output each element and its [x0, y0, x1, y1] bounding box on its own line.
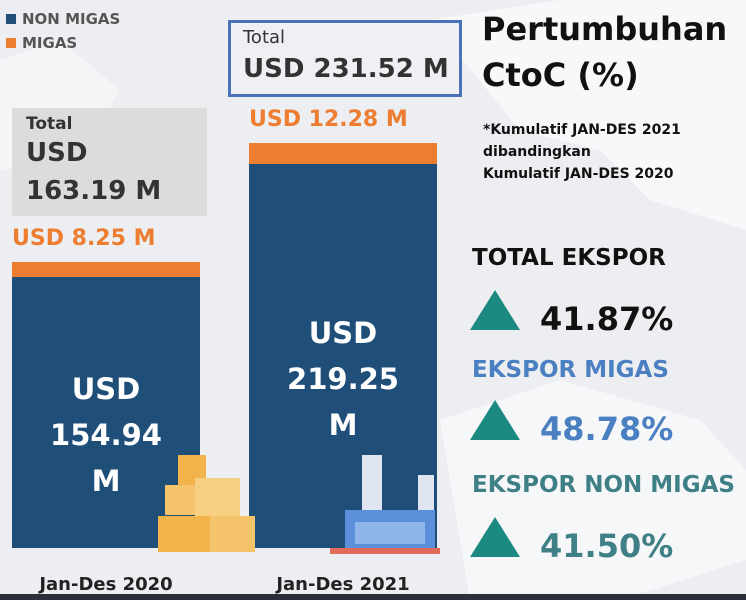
- growth-label: TOTAL EKSPOR: [472, 245, 666, 271]
- note-line: *Kumulatif JAN-DES 2021: [483, 122, 681, 138]
- note-line: Kumulatif JAN-DES 2020: [483, 166, 674, 182]
- total-box: Total USD 231.52 M: [228, 19, 462, 97]
- illustration: [158, 455, 440, 554]
- growth-label: EKSPOR NON MIGAS: [472, 472, 735, 498]
- bar-segment: [12, 262, 200, 277]
- total-caption: Total: [26, 114, 73, 135]
- segment-label: USD 8.25 M: [12, 226, 156, 252]
- legend-label: MIGAS: [22, 34, 78, 52]
- up-arrow: [470, 517, 520, 557]
- bar-segment: [249, 164, 437, 548]
- bar-segment: [249, 142, 437, 165]
- total-caption: Total: [243, 26, 286, 48]
- legend-item: NON MIGAS: [6, 10, 120, 28]
- growth-value: 41.87%: [540, 300, 674, 338]
- legend-swatch: [6, 38, 16, 48]
- legend-item: MIGAS: [6, 34, 77, 52]
- total-value: USD 231.52 M: [243, 53, 449, 84]
- up-arrow: [470, 400, 520, 440]
- panel-title: Pertumbuhan CtoC (%): [482, 10, 728, 94]
- growth-value: 41.50%: [540, 527, 674, 565]
- category-label: Jan-Des 2021: [276, 574, 410, 595]
- segment-label: USD 219.25 M: [287, 316, 399, 443]
- total-value: USD 163.19 M: [26, 138, 162, 207]
- note-line: dibandingkan: [483, 144, 591, 160]
- up-arrow: [470, 290, 520, 330]
- segment-label: USD 154.94 M: [50, 372, 162, 499]
- segment-label: USD 12.28 M: [249, 106, 408, 132]
- legend-swatch: [6, 14, 16, 24]
- category-label: Jan-Des 2020: [39, 574, 173, 595]
- growth-label: EKSPOR MIGAS: [472, 357, 669, 383]
- growth-value: 48.78%: [540, 410, 674, 448]
- legend-label: NON MIGAS: [22, 10, 121, 28]
- total-box: Total USD 163.19 M: [12, 108, 207, 217]
